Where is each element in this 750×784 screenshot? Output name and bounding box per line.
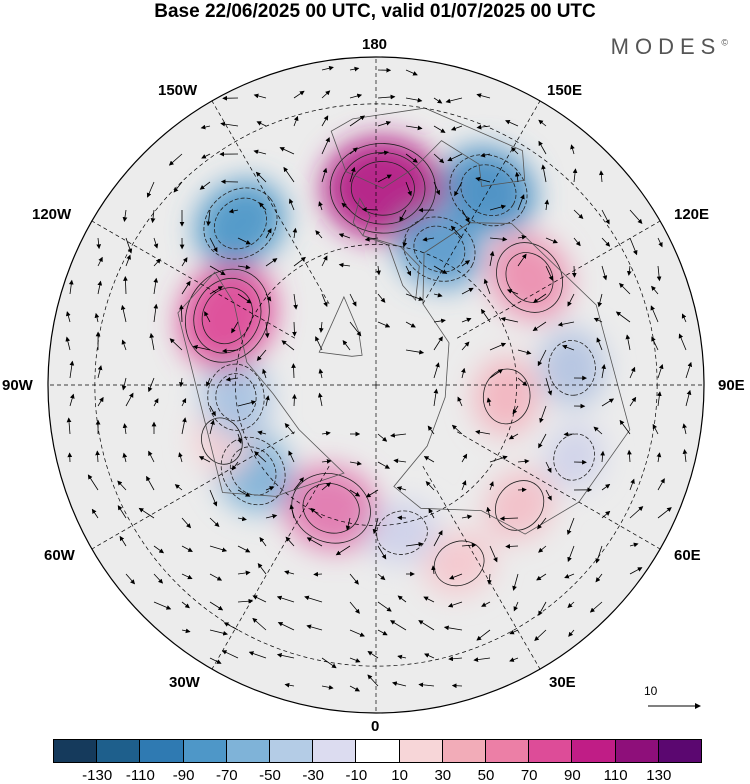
- reference-vector-label: 10: [644, 684, 657, 698]
- colorbar-swatch: [183, 739, 227, 763]
- colorbar-swatch: [355, 739, 399, 763]
- colorbar-swatch: [571, 739, 615, 763]
- brand-logo: MODES©: [611, 34, 728, 60]
- lon-label-30e: 30E: [549, 674, 576, 691]
- colorbar-swatch: [312, 739, 356, 763]
- colorbar-tick-label: -110: [126, 767, 155, 784]
- colorbar-tick-label: 10: [391, 767, 408, 784]
- lon-label-120w: 120W: [32, 206, 71, 223]
- colorbar-tick-label: -30: [302, 767, 324, 784]
- colorbar-tick-label: -10: [346, 767, 368, 784]
- lon-label-30w: 30W: [169, 674, 200, 691]
- colorbar-swatch: [399, 739, 443, 763]
- wind-arrow: [453, 686, 462, 687]
- colorbar-tick-label: -90: [173, 767, 195, 784]
- lon-label-180: 180: [362, 36, 387, 53]
- colorbar-tick-label: 30: [434, 767, 451, 784]
- colorbar-tick-label: 50: [478, 767, 495, 784]
- brand-mark: ©: [721, 38, 728, 48]
- colorbar-tick-label: 130: [646, 767, 671, 784]
- colorbar-swatch: [96, 739, 140, 763]
- brand-name: MODES: [611, 34, 722, 59]
- lon-label-90e: 90E: [718, 377, 745, 394]
- colorbar-swatch: [53, 739, 97, 763]
- colorbar-swatch: [485, 739, 529, 763]
- lon-label-90w: 90W: [2, 377, 33, 394]
- lon-label-60w: 60W: [44, 547, 75, 564]
- colorbar-tick-label: -130: [82, 767, 112, 784]
- colorbar-swatch: [139, 739, 183, 763]
- colorbar-tick-label: 110: [604, 767, 628, 784]
- lon-label-0: 0: [371, 718, 379, 735]
- colorbar-tick-label: -70: [216, 767, 238, 784]
- lon-label-120e: 120E: [674, 206, 709, 223]
- lon-label-150e: 150E: [547, 82, 582, 99]
- colorbar-tick-label: 90: [564, 767, 581, 784]
- colorbar: [54, 739, 702, 763]
- map-title: Base 22/06/2025 00 UTC, valid 01/07/2025…: [0, 0, 750, 24]
- colorbar-swatch: [658, 739, 702, 763]
- wind-arrow: [574, 266, 575, 277]
- lon-label-150w: 150W: [158, 82, 197, 99]
- wind-arrow: [314, 574, 322, 575]
- colorbar-swatch: [226, 739, 270, 763]
- colorbar-tick-label: 70: [521, 767, 538, 784]
- colorbar-swatch: [442, 739, 486, 763]
- lon-label-60e: 60E: [674, 547, 701, 564]
- colorbar-swatch: [528, 739, 572, 763]
- colorbar-swatch: [269, 739, 313, 763]
- colorbar-tick-label: -50: [259, 767, 281, 784]
- colorbar-swatch: [615, 739, 659, 763]
